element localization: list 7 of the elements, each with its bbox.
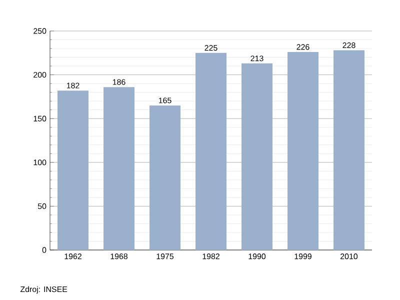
bar xyxy=(287,52,318,250)
bar xyxy=(58,90,88,250)
bar xyxy=(196,52,226,250)
bar xyxy=(150,105,180,250)
bar xyxy=(242,63,272,250)
bar xyxy=(333,50,364,250)
bar xyxy=(104,87,134,250)
